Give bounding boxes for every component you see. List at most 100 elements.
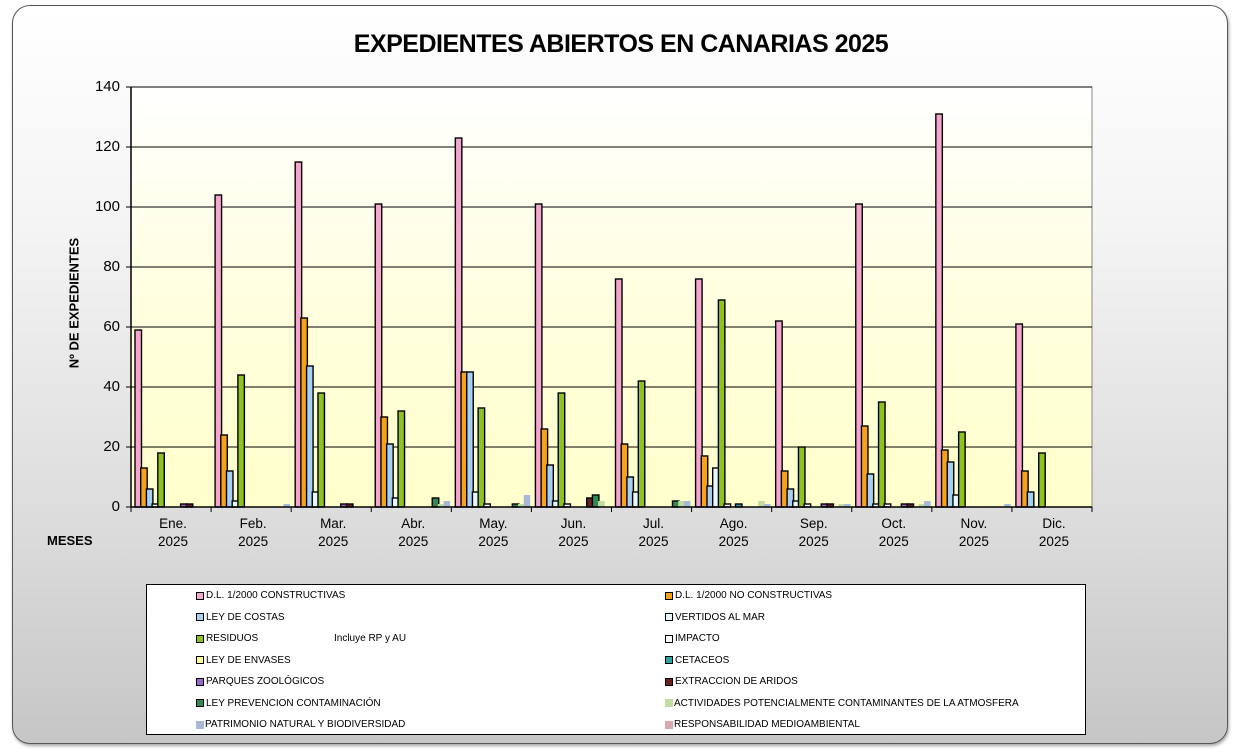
x-tick-label-month: May.	[479, 516, 508, 531]
x-tick-label-month: Jul.	[643, 516, 665, 531]
chart-title: EXPEDIENTES ABIERTOS EN CANARIAS 2025	[353, 30, 889, 58]
x-tick-label-month: Feb.	[239, 516, 267, 531]
bar-ley-de-costas	[305, 365, 314, 508]
legend-swatch	[665, 634, 673, 643]
bar-ley-de-costas	[1026, 491, 1035, 508]
legend-label: ACTIVIDADES POTENCIALMENTE CONTAMINANTES…	[674, 697, 1019, 709]
gridlines	[131, 86, 1092, 448]
y-tick-label: 20	[103, 438, 120, 455]
bar-residuos	[797, 446, 806, 508]
legend-label: PARQUES ZOOLÓGICOS	[206, 676, 325, 687]
bar-residuos	[957, 431, 966, 508]
bars	[134, 113, 1046, 508]
legend-swatch	[665, 699, 673, 707]
bar-residuos	[877, 401, 886, 508]
bar-residuos	[717, 299, 726, 508]
x-tick-label-year: 2025	[638, 534, 669, 549]
bar-residuos	[397, 410, 406, 508]
plot-area	[130, 86, 1093, 508]
legend-item: PATRIMONIO NATURAL Y BIODIVERSIDAD	[196, 719, 405, 730]
bar-residuos	[557, 392, 566, 508]
axes	[126, 86, 1093, 512]
x-tick-label-year: 2025	[1038, 534, 1069, 549]
x-tick-label-month: Ene.	[159, 516, 187, 531]
bar-actividades-potencialmente-contaminantes-de-la-atmosfera	[437, 504, 445, 507]
x-tick-label: Dic. 2025	[1014, 515, 1094, 551]
legend-item: IMPACTO	[665, 633, 720, 644]
bar-d-l-1-2000-constructivas	[935, 113, 944, 508]
x-tick-label-year: 2025	[718, 534, 749, 549]
y-tick-label: 120	[94, 138, 120, 155]
legend-label: D.L. 1/2000 CONSTRUCTIVAS	[206, 590, 346, 601]
x-tick-label-month: Dic.	[1042, 516, 1066, 531]
legend-item: RESIDUOS	[196, 633, 258, 644]
x-tick-label: Jul. 2025	[614, 515, 694, 551]
bar-ley-prevencion-contaminaci-n	[671, 500, 680, 508]
x-tick-label: Sep. 2025	[774, 515, 854, 551]
legend-item: EXTRACCION DE ARIDOS	[665, 676, 798, 687]
legend-item: D.L. 1/2000 CONSTRUCTIVAS	[196, 590, 345, 601]
x-tick-label-month: Ago.	[719, 516, 748, 531]
x-tick-label: Nov. 2025	[934, 515, 1014, 551]
y-tick-label: 40	[103, 378, 120, 395]
legend-item: RESPONSABILIDAD MEDIOAMBIENTAL	[665, 719, 860, 730]
bar-residuos	[317, 392, 326, 508]
bar-patrimonio-natural-y-biodiversidad	[844, 504, 851, 507]
x-tick-label-month: Oct.	[881, 516, 907, 531]
bar-ley-de-costas	[866, 473, 875, 508]
bar-ley-prevencion-contaminaci-n	[591, 494, 600, 508]
x-tick-label-month: Sep.	[799, 516, 828, 531]
legend-label: VERTIDOS AL MAR	[675, 611, 766, 623]
x-tick-label-month: Abr.	[401, 516, 426, 531]
legend-swatch	[665, 720, 673, 729]
bar-residuos	[1038, 452, 1046, 508]
x-tick-label: Jun. 2025	[533, 515, 613, 551]
x-tick-label: Abr. 2025	[373, 515, 453, 551]
bar-patrimonio-natural-y-biodiversidad	[763, 504, 771, 507]
legend-swatch	[196, 677, 204, 686]
legend-label: IMPACTO	[675, 633, 720, 644]
x-tick-label-month: Nov.	[960, 516, 988, 531]
legend-item: LEY DE ENVASES	[196, 655, 291, 666]
x-tick-label-month: Mar.	[320, 516, 347, 531]
bar-actividades-potencialmente-contaminantes-de-la-atmosfera	[918, 504, 925, 507]
bar-actividades-potencialmente-contaminantes-de-la-atmosfera	[678, 501, 685, 507]
bar-patrimonio-natural-y-biodiversidad	[283, 504, 290, 507]
legend-swatch	[196, 634, 204, 643]
legend-label: RESPONSABILIDAD MEDIOAMBIENTAL	[674, 719, 860, 730]
x-tick-label: Ene. 2025	[133, 515, 213, 551]
legend-label: LEY PREVENCION CONTAMINACIÓN	[206, 697, 381, 709]
legend-item: ACTIVIDADES POTENCIALMENTE CONTAMINANTES…	[665, 698, 1019, 709]
legend-item: CETACEOS	[665, 655, 729, 666]
legend-item: LEY PREVENCION CONTAMINACIÓN	[196, 698, 381, 709]
y-tick-label: 100	[94, 198, 120, 215]
bar-ley-prevencion-contaminaci-n	[431, 497, 440, 508]
x-tick-label: Mar. 2025	[293, 515, 373, 551]
x-tick-label: Ago. 2025	[694, 515, 774, 551]
bar-residuos	[637, 380, 646, 508]
legend-label: RESIDUOS	[206, 633, 259, 644]
legend-label: D.L. 1/2000 NO CONSTRUCTIVAS	[675, 590, 833, 601]
y-tick-label: 80	[103, 258, 120, 275]
y-tick-label: 0	[111, 498, 120, 515]
legend-item: PARQUES ZOOLÓGICOS	[196, 676, 324, 687]
legend-label: LEY DE COSTAS	[206, 611, 285, 623]
legend-swatch	[665, 613, 673, 621]
legend-swatch	[196, 699, 204, 707]
legend-item: D.L. 1/2000 NO CONSTRUCTIVAS	[665, 590, 832, 601]
legend-label: EXTRACCION DE ARIDOS	[675, 676, 798, 687]
legend: Incluye RP y AU D.L. 1/2000 CONSTRUCTIVA…	[146, 584, 1086, 735]
x-axis-label: MESES	[47, 533, 93, 548]
bar-actividades-potencialmente-contaminantes-de-la-atmosfera	[518, 504, 525, 507]
bar-residuos	[477, 407, 486, 508]
x-tick-label-year: 2025	[318, 534, 349, 549]
x-tick-label-year: 2025	[238, 534, 269, 549]
bar-residuos	[237, 374, 246, 508]
legend-note: Incluye RP y AU	[334, 633, 407, 644]
x-tick-label-year: 2025	[798, 534, 829, 549]
x-tick-label: May. 2025	[453, 515, 533, 551]
bar-ley-de-costas	[466, 371, 474, 508]
x-tick-label-year: 2025	[398, 534, 429, 549]
bar-actividades-potencialmente-contaminantes-de-la-atmosfera	[838, 504, 845, 507]
